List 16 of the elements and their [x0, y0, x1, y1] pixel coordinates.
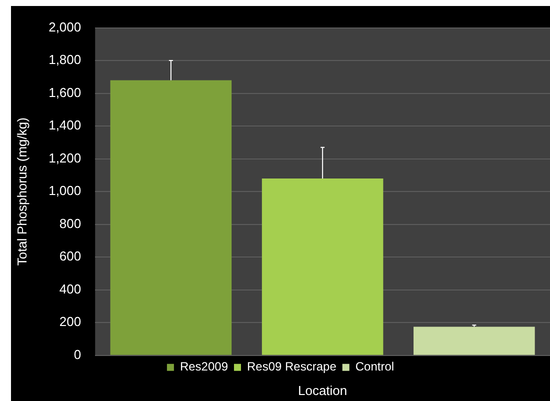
y-tick-label: 400: [59, 281, 82, 296]
y-tick-label: 1,400: [48, 118, 82, 133]
y-tick-label: 0: [74, 346, 82, 362]
y-tick-label: 1,600: [48, 84, 82, 100]
y-tick-label: 1,000: [48, 183, 82, 198]
y-tick-label: 800: [59, 216, 82, 231]
legend-label: Control: [355, 360, 394, 374]
legend-label: Res09 Rescrape: [246, 360, 337, 374]
x-axis-title: Location: [298, 382, 348, 398]
y-tick-label: 1,200: [48, 150, 82, 166]
y-tick-label: 600: [59, 248, 82, 264]
legend-label: Res2009: [180, 360, 228, 374]
y-axis-title: Total Phosphorus (mg/kg): [14, 118, 30, 266]
y-tick-label: 2,000: [48, 19, 82, 34]
y-tick-label: 200: [59, 314, 82, 330]
y-tick-label: 1,800: [48, 52, 82, 68]
